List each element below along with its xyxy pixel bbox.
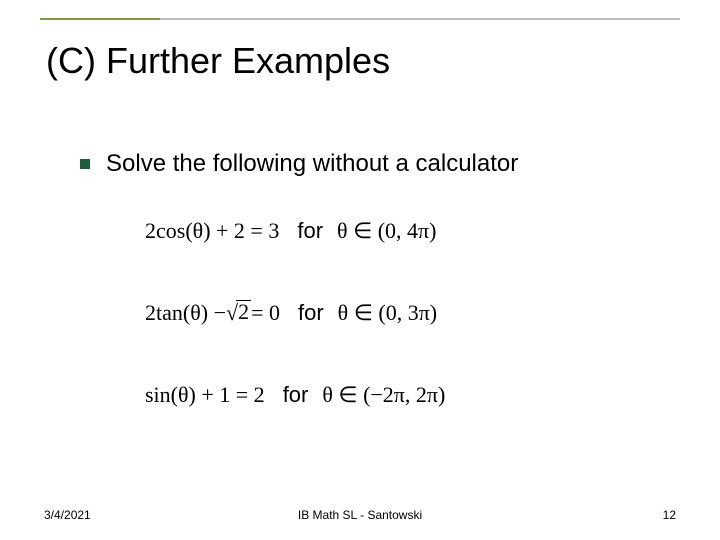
equation-3-lhs: sin(θ) + 1 = 2 [145, 382, 265, 408]
footer-course: IB Math SL - Santowski [298, 508, 422, 522]
sqrt-icon: √ 2 [226, 300, 251, 326]
equation-2-domain: θ ∈ (0, 3π) [338, 300, 437, 326]
equation-3-domain: θ ∈ (−2π, 2π) [322, 382, 445, 408]
equation-2-for: for [298, 300, 324, 326]
equation-2: 2tan(θ) − √ 2 = 0 for θ ∈ (0, 3π) [145, 300, 437, 326]
equation-1: 2cos(θ) + 2 = 3 for θ ∈ (0, 4π) [145, 218, 437, 244]
equation-1-for: for [297, 218, 323, 244]
footer-date: 3/4/2021 [44, 508, 91, 522]
equation-1-lhs: 2cos(θ) + 2 = 3 [145, 218, 279, 244]
equation-3-for: for [283, 382, 309, 408]
slide-footer: 3/4/2021 IB Math SL - Santowski 12 [0, 508, 720, 522]
bullet-item: Solve the following without a calculator [80, 150, 518, 178]
footer-page-number: 12 [663, 508, 676, 522]
equation-3: sin(θ) + 1 = 2 for θ ∈ (−2π, 2π) [145, 382, 445, 408]
equation-1-domain: θ ∈ (0, 4π) [337, 218, 436, 244]
bullet-square-icon [80, 159, 90, 169]
bullet-text: Solve the following without a calculator [106, 150, 518, 178]
equation-2-lhs-post: = 0 [251, 300, 280, 326]
header-rule-green-accent [40, 18, 160, 20]
equation-2-lhs-pre: 2tan(θ) − [145, 300, 226, 326]
radicand: 2 [236, 300, 251, 323]
slide-title: (C) Further Examples [46, 40, 390, 82]
